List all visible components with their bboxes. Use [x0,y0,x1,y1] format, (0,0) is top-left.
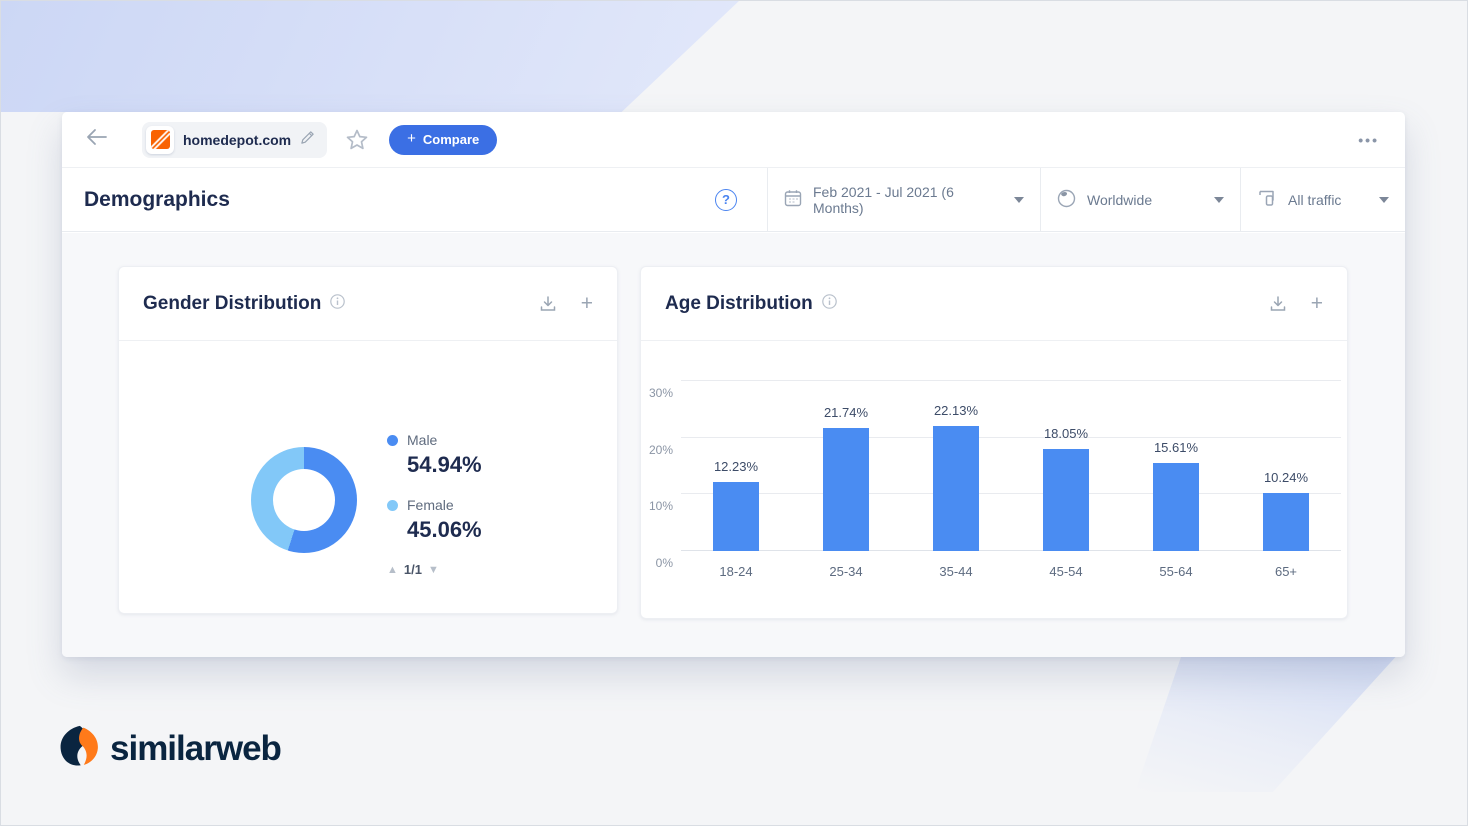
x-axis-label: 65+ [1274,564,1298,579]
similarweb-logo: similarweb [58,724,282,773]
homedepot-favicon [146,125,174,154]
bar-group-25-34: 21.74% 25-34 [791,381,901,579]
page-down-icon[interactable]: ▼ [427,563,439,576]
chevron-down-icon [1379,196,1389,203]
bar-25-34[interactable] [823,427,869,551]
chevron-down-icon [1014,196,1024,203]
devices-icon [1257,188,1277,211]
traffic-value: All traffic [1288,191,1342,208]
compare-button[interactable]: + Compare [389,124,498,155]
page-title: Demographics [84,187,230,211]
favorite-star-icon[interactable] [345,128,369,151]
gender-distribution-card: Gender Distribution + Male [118,266,618,614]
top-bar: homedepot.com + Compare ••• [62,112,1405,168]
female-dot-icon [387,499,398,511]
bar-group-18-24: 12.23% 18-24 [681,381,791,579]
age-bar-chart: 0% 10% 20% 30% 12.23% 18-24 21.74% 25-34 22.13% 3… [649,380,1341,579]
female-label: Female [407,497,454,513]
content-area: Gender Distribution + Male [62,233,1405,657]
traffic-selector[interactable]: All traffic [1240,168,1405,231]
bar-value-label: 22.13% [933,402,979,418]
y-tick-label: 10% [648,499,673,514]
background-diagonal-top [0,0,740,112]
x-axis-label: 25-34 [829,564,863,579]
download-icon[interactable] [1269,295,1287,313]
bar-group-35-44: 22.13% 35-44 [901,381,1011,579]
globe-icon [1057,189,1076,211]
bar-group-65+: 10.24% 65+ [1231,381,1341,579]
gender-legend: Male 54.94% Female 45.06% ▲ 1/1 ▼ [387,432,482,577]
domain-chip[interactable]: homedepot.com [142,121,328,158]
similarweb-logo-text: similarweb [110,728,282,768]
add-to-dashboard-icon[interactable]: + [1310,292,1323,315]
legend-item-female: Female 45.06% [387,497,482,543]
bar-group-55-64: 15.61% 55-64 [1121,381,1231,579]
date-range-selector[interactable]: Feb 2021 - Jul 2021 (6 Months) [767,168,1040,231]
plus-icon: + [407,130,416,147]
gridline-30: 30% [649,380,1341,400]
info-icon [330,293,346,314]
bar-18-24[interactable] [713,481,759,551]
female-value: 45.06% [407,517,482,542]
chevron-down-icon [1214,196,1224,203]
x-axis-label: 55-64 [1159,564,1193,579]
y-tick-label: 0% [655,556,673,570]
gender-donut-chart [251,447,357,553]
info-icon [821,293,837,314]
overflow-menu-icon[interactable]: ••• [1358,131,1379,148]
download-icon[interactable] [539,295,557,313]
bar-45-54[interactable] [1043,448,1089,551]
page-header-row: Demographics ? Feb 2021 - Jul 2021 (6 Mo… [62,168,1405,232]
geo-value: Worldwide [1087,191,1153,208]
x-axis-label: 35-44 [939,564,973,579]
background-diagonal-bottom [1135,652,1400,792]
legend-item-male: Male 54.94% [387,432,482,478]
donut-hole [273,469,335,531]
domain-label: homedepot.com [183,131,292,148]
male-value: 54.94% [407,452,482,477]
bar-value-label: 10.24% [1263,469,1309,485]
age-distribution-card: Age Distribution + 0% 10% 20% 30% 12.23% 18-2… [640,266,1348,619]
edit-pencil-icon[interactable] [300,130,315,150]
back-button[interactable] [84,127,110,153]
help-icon[interactable]: ? [715,188,737,211]
x-axis-label: 45-54 [1049,564,1083,579]
male-label: Male [407,432,438,448]
calendar-icon [784,189,802,210]
bar-55-64[interactable] [1153,462,1199,551]
back-arrow-icon [86,128,108,151]
gridline-10: 10% [649,493,1341,513]
x-axis-label: 18-24 [719,564,753,579]
age-card-title: Age Distribution [665,292,813,314]
legend-pagination: ▲ 1/1 ▼ [387,562,482,577]
y-tick-label: 30% [648,386,673,400]
page-up-icon[interactable]: ▲ [387,563,398,576]
page-count: 1/1 [403,562,422,577]
geo-selector[interactable]: Worldwide [1040,168,1240,231]
gender-card-title: Gender Distribution [143,292,322,314]
y-tick-label: 20% [648,442,673,457]
bar-group-45-54: 18.05% 45-54 [1011,381,1121,579]
bar-value-label: 15.61% [1153,439,1199,455]
demographics-panel: homedepot.com + Compare ••• Demographics… [62,112,1405,657]
bar-35-44[interactable] [933,425,979,551]
bar-value-label: 21.74% [823,404,869,420]
bar-value-label: 18.05% [1043,425,1089,441]
similarweb-logo-icon [58,724,100,773]
compare-button-label: Compare [422,132,480,147]
add-to-dashboard-icon[interactable]: + [580,292,593,315]
date-range-value: Feb 2021 - Jul 2021 (6 Months) [813,183,954,216]
bar-value-label: 12.23% [713,458,759,474]
gridline-0: 0% [656,550,1341,570]
male-dot-icon [387,434,398,446]
gridline-20: 20% [649,436,1341,457]
bar-65+[interactable] [1263,492,1309,551]
